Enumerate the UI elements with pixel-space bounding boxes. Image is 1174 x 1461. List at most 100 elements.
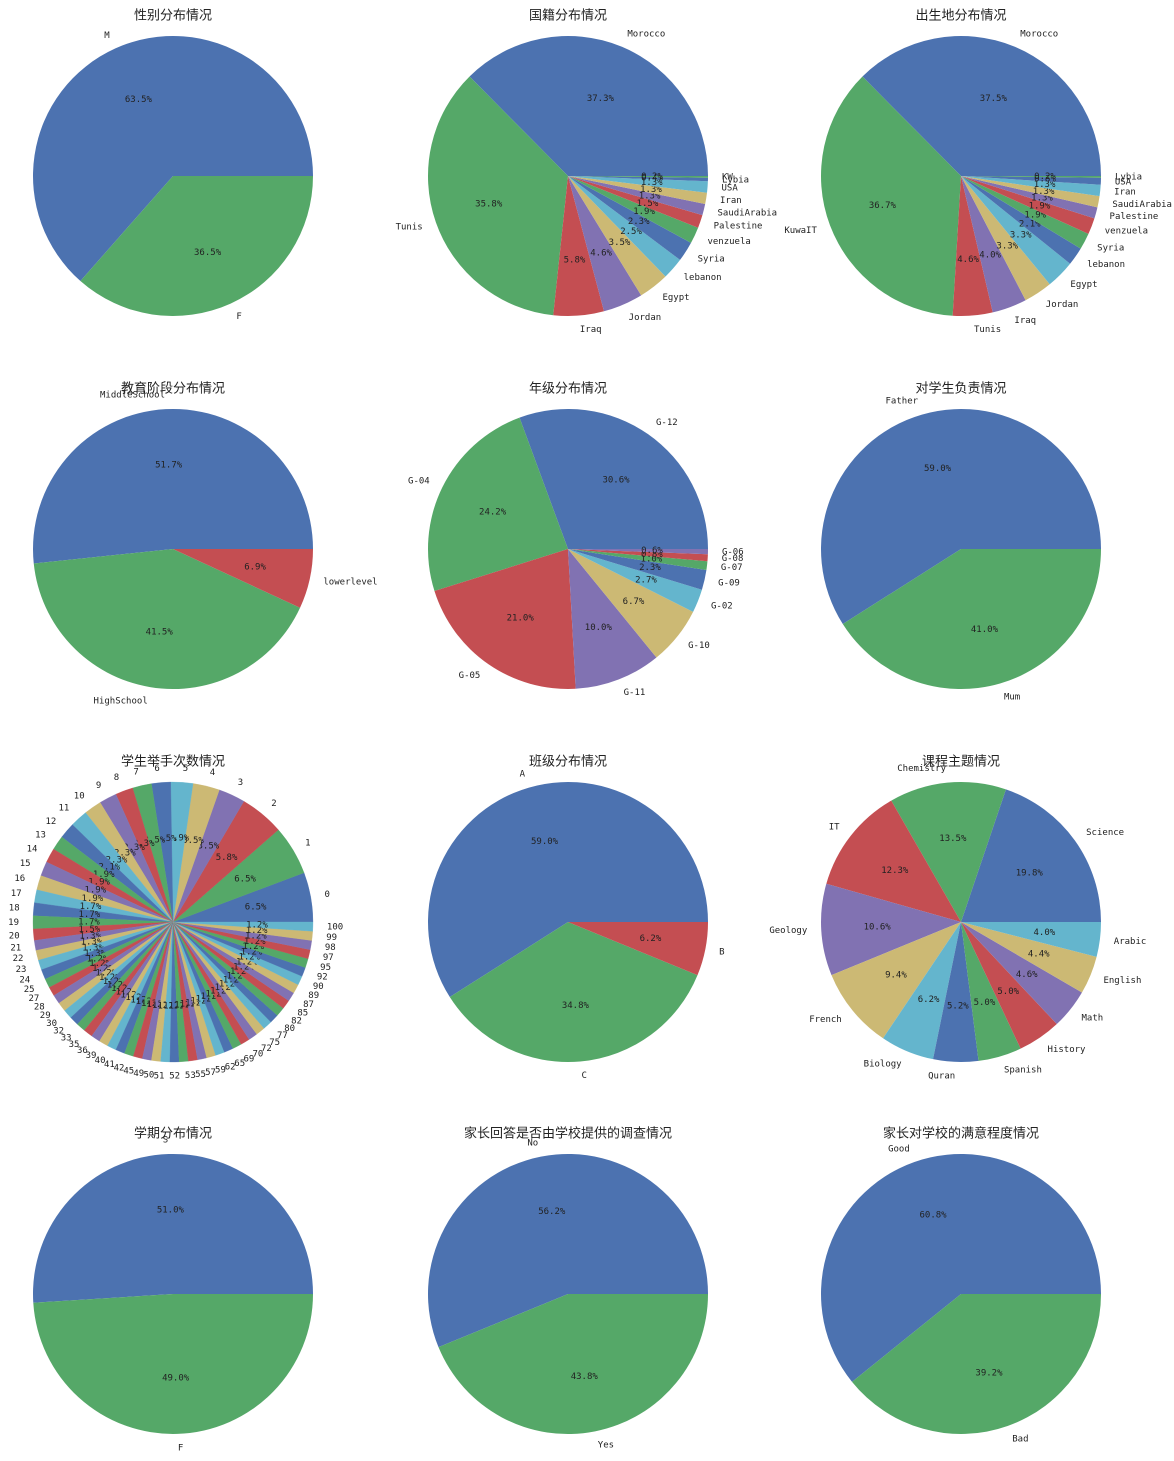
pie-slice [32, 408, 313, 564]
slice-label: 24 [19, 975, 30, 985]
slice-label: 72 [261, 1044, 272, 1054]
chart-title: 班级分布情况 [529, 755, 607, 770]
pie-slice [469, 35, 708, 176]
slice-percent: 51.7% [155, 461, 183, 471]
slice-percent: 1.9% [1024, 211, 1046, 221]
slice-label: 90 [313, 982, 324, 992]
pie-slice [961, 176, 1101, 185]
pie-slice [568, 176, 691, 260]
slice-label: 27 [29, 994, 40, 1004]
slice-label: 15 [20, 859, 31, 869]
slice-percent: 2.3% [106, 855, 128, 865]
slice-percent: 6.9% [244, 563, 266, 573]
slice-label: 59 [215, 1066, 226, 1076]
slice-percent: 63.5% [125, 95, 153, 105]
chart-title: 家长对学校的满意程度情况 [883, 1126, 1039, 1142]
pie-slice [961, 176, 1026, 313]
pie-slice [862, 35, 1101, 176]
slice-percent: 1.0% [641, 555, 663, 565]
slice-label: French [809, 1015, 842, 1025]
slice-label: G-05 [459, 671, 481, 681]
slice-percent: 35.8% [475, 199, 503, 209]
pie-slice [961, 176, 1050, 301]
slice-percent: 41.0% [971, 625, 999, 635]
slice-percent: 1.3% [79, 932, 101, 942]
slice-percent: 1.2% [169, 1001, 191, 1011]
slice-percent: 1.3% [639, 192, 661, 202]
slice-label: 89 [308, 991, 319, 1001]
pie-slice [820, 76, 961, 316]
pie-slice [438, 1294, 708, 1434]
slice-label: History [1048, 1045, 1087, 1055]
slice-label: Chemistry [897, 764, 946, 774]
slice-label: 65 [234, 1059, 245, 1069]
pie-slice [568, 176, 703, 228]
slice-percent: 1.3% [82, 943, 104, 953]
slice-percent: 0.4% [641, 174, 663, 184]
slice-percent: 6.2% [918, 995, 940, 1005]
slice-percent: 1.2% [210, 986, 232, 996]
pie-slice [933, 922, 979, 1063]
slice-percent: 1.2% [245, 931, 267, 941]
slice-percent: 1.2% [174, 1001, 196, 1011]
slice-label: G-10 [688, 641, 710, 651]
slice-label: 45 [123, 1067, 134, 1077]
slice-label: Tunis [974, 325, 1001, 335]
slice-label: Geology [769, 926, 808, 936]
slice-label: Palestine [1110, 212, 1159, 222]
slice-label: 55 [195, 1070, 206, 1080]
slice-label: 39 [86, 1051, 97, 1061]
slice-percent: 1.2% [241, 947, 263, 957]
slice-label: G-07 [721, 563, 743, 573]
slice-percent: 59.0% [531, 837, 559, 847]
slice-percent: 3.5% [182, 836, 204, 846]
pie-slice [961, 176, 1081, 264]
slice-percent: 0.6% [641, 546, 663, 556]
slice-percent: 6.2% [640, 934, 662, 944]
slice-label: Quran [928, 1071, 955, 1081]
slice-percent: 3.3% [1010, 231, 1032, 241]
slice-label: 75 [269, 1038, 280, 1048]
slice-label: Syria [698, 255, 725, 265]
slice-percent: 1.3% [81, 938, 103, 948]
slice-label: 82 [291, 1016, 302, 1026]
slice-label: B [719, 947, 724, 957]
pie-slice [80, 176, 313, 317]
slice-label: 87 [303, 1000, 314, 1010]
slice-percent: 4.6% [590, 249, 612, 259]
slice-percent: 2.9% [167, 834, 189, 844]
slice-label: G-09 [718, 579, 740, 589]
pie-slice [821, 883, 961, 976]
slice-label: 8 [114, 773, 119, 783]
slice-label: Arabic [1114, 937, 1147, 947]
slice-label: 21 [10, 943, 21, 953]
slice-label: 12 [45, 817, 56, 827]
slice-label: 42 [114, 1064, 125, 1074]
slice-percent: 1.2% [201, 992, 223, 1002]
pie-slice [32, 1153, 314, 1303]
pie-slice [568, 549, 708, 571]
slice-percent: 1.2% [223, 976, 245, 986]
slice-label: 51 [154, 1071, 165, 1081]
slice-percent: 1.2% [238, 953, 260, 963]
slice-percent: 1.2% [99, 973, 121, 983]
slice-label: 49 [133, 1069, 144, 1079]
slice-label: No [527, 1138, 538, 1148]
slice-percent: 3.5% [197, 841, 219, 851]
pie-slice [553, 176, 604, 317]
slice-percent: 1.2% [116, 987, 138, 997]
pie-slice [427, 417, 568, 592]
slice-label: 70 [252, 1049, 263, 1059]
slice-label: 50 [143, 1070, 154, 1080]
slice-percent: 5.2% [947, 1001, 969, 1011]
pie-slice [172, 921, 314, 932]
slice-percent: 1.2% [196, 995, 218, 1005]
slice-percent: 1.7% [79, 910, 101, 920]
slice-label: 25 [24, 985, 35, 995]
slice-label: 16 [14, 874, 25, 884]
pie-slice [173, 549, 313, 608]
slice-percent: 1.3% [1033, 187, 1055, 197]
